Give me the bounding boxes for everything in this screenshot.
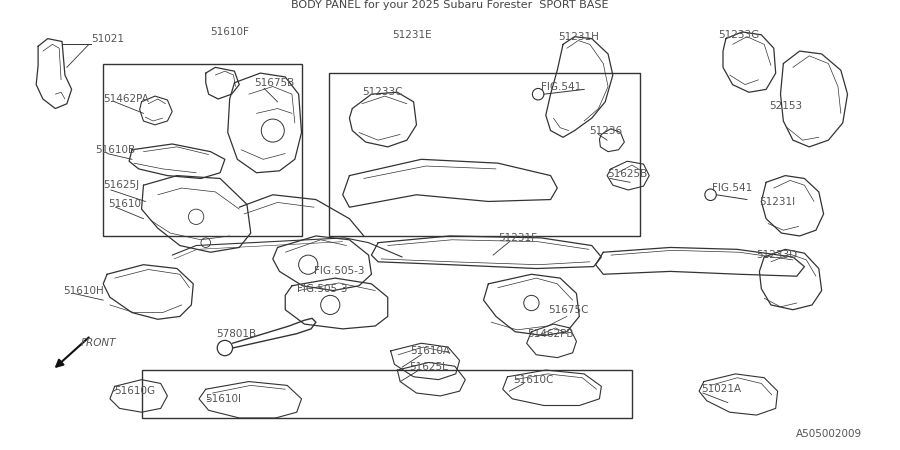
Text: 51462PA: 51462PA xyxy=(104,94,149,104)
Circle shape xyxy=(320,295,340,315)
Text: 51233C: 51233C xyxy=(362,87,402,97)
Bar xyxy=(104,63,302,236)
Text: 51610H: 51610H xyxy=(63,286,104,296)
Text: 51610: 51610 xyxy=(108,199,141,209)
Text: 51231E: 51231E xyxy=(392,30,432,40)
Text: 51462PB: 51462PB xyxy=(527,328,574,339)
Text: 51021: 51021 xyxy=(91,34,124,44)
Text: FIG.505-3: FIG.505-3 xyxy=(297,284,347,294)
Text: 51675B: 51675B xyxy=(255,78,295,88)
Bar xyxy=(329,73,640,236)
Circle shape xyxy=(524,295,539,310)
Text: FRONT: FRONT xyxy=(81,338,117,348)
Text: 51610C: 51610C xyxy=(513,375,554,385)
Circle shape xyxy=(533,89,544,100)
Text: 51231F: 51231F xyxy=(498,233,537,243)
Text: 51625J: 51625J xyxy=(104,180,140,190)
Text: 51610A: 51610A xyxy=(410,346,450,356)
Text: BODY PANEL for your 2025 Subaru Forester  SPORT BASE: BODY PANEL for your 2025 Subaru Forester… xyxy=(292,0,608,10)
Text: 51625B: 51625B xyxy=(608,169,647,179)
Text: 51233G: 51233G xyxy=(718,30,760,40)
Text: 51610I: 51610I xyxy=(205,394,241,404)
Text: 51675C: 51675C xyxy=(549,305,590,315)
Text: 51236: 51236 xyxy=(589,126,622,135)
Circle shape xyxy=(188,209,203,225)
Text: 51233D: 51233D xyxy=(757,250,797,260)
Text: 51625L: 51625L xyxy=(409,362,447,372)
Text: A505002009: A505002009 xyxy=(796,429,862,439)
Text: 51610F: 51610F xyxy=(211,27,249,37)
Text: 51231I: 51231I xyxy=(760,198,796,207)
Text: 51021A: 51021A xyxy=(701,384,741,394)
Bar xyxy=(141,370,632,418)
Circle shape xyxy=(201,238,211,248)
Text: 57801B: 57801B xyxy=(216,328,256,339)
Circle shape xyxy=(299,255,318,274)
Circle shape xyxy=(705,189,716,201)
Text: 52153: 52153 xyxy=(769,101,802,111)
Circle shape xyxy=(261,119,284,142)
Text: 51231H: 51231H xyxy=(558,32,599,42)
Text: FIG.541: FIG.541 xyxy=(541,81,581,91)
Text: FIG.505-3: FIG.505-3 xyxy=(314,266,364,276)
Text: 51610B: 51610B xyxy=(95,145,136,155)
Text: 51610G: 51610G xyxy=(113,386,155,396)
Text: FIG.541: FIG.541 xyxy=(713,183,752,193)
